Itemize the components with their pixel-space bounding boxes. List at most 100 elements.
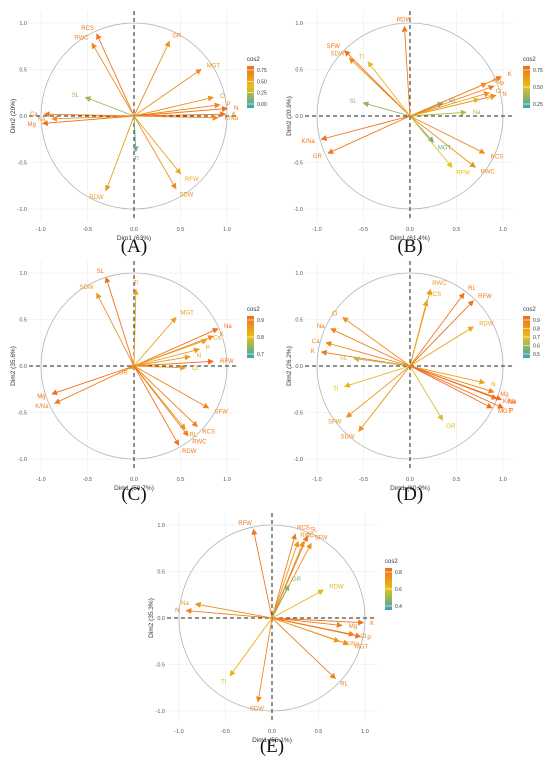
- legend-tick-label: 0.9: [257, 318, 264, 324]
- x-tick-label: -1.0: [312, 227, 321, 233]
- legend-tick-label: 0.25: [533, 102, 543, 108]
- y-tick-label: 1.0: [19, 271, 27, 277]
- variable-arrow: [320, 115, 411, 141]
- variable-label: N: [491, 382, 495, 388]
- y-tick-label: 0.5: [19, 68, 27, 74]
- variable-arrow: [133, 365, 198, 428]
- variable-label: P: [206, 346, 210, 352]
- variable-label: Ca: [486, 96, 494, 102]
- x-tick-label: 1.0: [361, 729, 369, 735]
- legend-tick-label: 0.4: [395, 604, 402, 610]
- legend-tick-label: 0.50: [533, 85, 543, 91]
- variable-label: N: [234, 106, 238, 112]
- variable-arrow: [342, 317, 411, 367]
- variable-arrow: [409, 97, 480, 117]
- variable-label: RFW: [220, 359, 234, 365]
- variable-label: N: [197, 354, 201, 360]
- variable-arrow: [133, 365, 180, 446]
- y-axis-title: Dim2 (26.2%): [286, 346, 293, 386]
- variable-label: P: [500, 82, 504, 88]
- variable-arrow: [133, 354, 191, 367]
- x-axis-title: Dim1 (56.1%): [252, 737, 292, 744]
- variable-label: RWC: [300, 533, 315, 539]
- variable-label: RCS: [81, 26, 94, 32]
- variable-label: RDW: [182, 449, 197, 455]
- y-tick-label: 0.5: [295, 318, 303, 324]
- variable-label: K: [370, 621, 374, 627]
- legend-tick-label: 0.5: [533, 352, 540, 358]
- variable-label: Na: [181, 601, 189, 607]
- variable-arrow: [271, 589, 325, 619]
- x-tick-label: -0.5: [359, 227, 368, 233]
- chart-panel-4: -1.0 -0.5 0.0 0.5 1.0 -1.0 -0.5 0.0 0.5 1.0 Dim1 (…: [286, 261, 540, 505]
- variable-label: RL: [449, 98, 457, 104]
- variable-label: MGT: [355, 644, 369, 650]
- variable-label: Mg: [28, 122, 36, 128]
- variable-label: SDW: [330, 52, 344, 58]
- variable-arrow: [104, 276, 135, 367]
- variable-arrow: [133, 102, 221, 117]
- legend-title: cos2: [523, 57, 536, 63]
- legend-tick-label: 0.6: [395, 587, 402, 593]
- variable-arrow: [330, 328, 411, 367]
- legend-title: cos2: [523, 307, 536, 313]
- variable-arrow: [255, 617, 273, 703]
- variable-label: Tl: [134, 156, 139, 162]
- variable-arrow: [133, 364, 187, 371]
- variable-arrow: [133, 365, 189, 437]
- y-tick-label: 0.5: [295, 68, 303, 74]
- variable-arrow: [409, 85, 495, 117]
- x-tick-label: 0.5: [177, 477, 185, 483]
- variable-label: RCS: [297, 526, 310, 532]
- legend-tick-label: 0.7: [257, 352, 264, 358]
- variable-arrow: [132, 115, 139, 153]
- variable-label: GR: [446, 424, 456, 430]
- y-axis-title: Dim2 (35.6%): [10, 346, 17, 386]
- variable-label: K/Na: [225, 116, 239, 122]
- y-tick-label: -0.5: [18, 411, 27, 417]
- y-tick-label: -0.5: [18, 161, 27, 167]
- legend-tick-label: 0.8: [257, 335, 264, 341]
- variable-label: RDW: [89, 195, 104, 201]
- legend-title: cos2: [247, 57, 260, 63]
- variable-label: RCS: [428, 292, 441, 298]
- variable-label: Na: [224, 324, 232, 330]
- variable-label: K: [508, 72, 512, 78]
- panel-caption: (E): [260, 736, 284, 757]
- variable-label: K/Na: [346, 642, 360, 648]
- variable-label: Tl: [333, 387, 338, 393]
- variable-arrow: [43, 111, 135, 118]
- x-tick-label: -0.5: [83, 227, 92, 233]
- panel-caption: (B): [397, 236, 422, 257]
- variable-label: SL: [349, 99, 357, 105]
- x-tick-label: 0.0: [406, 477, 414, 483]
- legend-title: cos2: [385, 559, 398, 565]
- y-tick-label: -1.0: [294, 457, 303, 463]
- variable-arrow: [345, 365, 411, 418]
- variable-label: GR: [172, 33, 182, 39]
- y-tick-label: 1.0: [295, 21, 303, 27]
- x-axis-title: Dim1 (59.7%): [114, 485, 154, 492]
- variable-label: RWC: [481, 169, 496, 175]
- variable-label: SDW: [341, 435, 355, 441]
- x-tick-label: 0.0: [268, 729, 276, 735]
- variable-arrow: [96, 292, 135, 367]
- variable-arrow: [409, 300, 474, 367]
- variable-arrow: [409, 365, 486, 385]
- variable-label: RWC: [192, 439, 207, 445]
- x-tick-label: 0.5: [177, 227, 185, 233]
- x-tick-label: -1.0: [312, 477, 321, 483]
- y-tick-label: -1.0: [294, 207, 303, 213]
- variable-arrow: [185, 608, 273, 619]
- legend-tick-label: 0.25: [257, 91, 267, 97]
- x-tick-label: -0.5: [83, 477, 92, 483]
- variable-label: P: [227, 102, 231, 108]
- variable-label: RCS: [491, 154, 504, 160]
- variable-label: MGT: [498, 409, 512, 415]
- variable-arrow: [271, 584, 290, 619]
- y-tick-label: 0.0: [295, 364, 303, 370]
- variable-arrow: [271, 617, 365, 626]
- variable-label: K/Na: [503, 399, 517, 405]
- variable-label: RL: [340, 681, 348, 687]
- variable-label: RDW: [329, 585, 344, 591]
